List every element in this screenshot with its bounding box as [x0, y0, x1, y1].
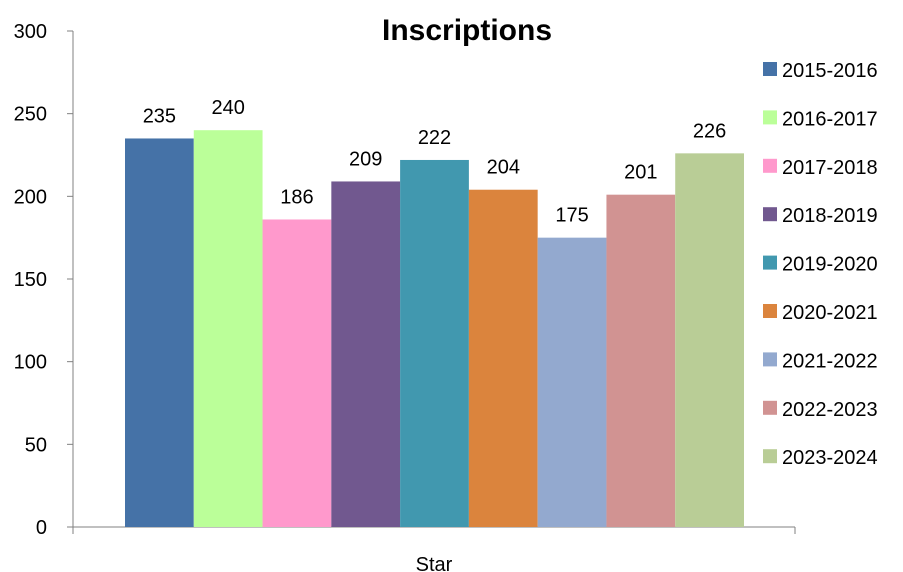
data-label-2020-2021: 204 — [487, 157, 520, 179]
legend-item: 2023-2024 — [763, 447, 878, 469]
legend-swatch — [763, 304, 777, 318]
legend-swatch — [763, 62, 777, 76]
legend-item: 2022-2023 — [763, 399, 878, 421]
y-tick-label: 100 — [14, 352, 47, 374]
bar-2018-2019 — [331, 181, 401, 527]
legend-swatch — [763, 352, 777, 367]
data-label-2021-2022: 175 — [555, 205, 588, 227]
legend-swatch — [763, 110, 777, 125]
legend-label: 2022-2023 — [782, 399, 878, 421]
legend-item: 2018-2019 — [763, 205, 878, 227]
legend-item: 2016-2017 — [763, 108, 878, 130]
y-tick-label: 150 — [14, 269, 47, 291]
legend-label: 2019-2020 — [782, 254, 878, 276]
bar-2021-2022 — [537, 237, 607, 527]
legend-swatch — [763, 158, 777, 173]
legend-label: 2017-2018 — [782, 157, 878, 179]
bar-2020-2021 — [468, 189, 538, 527]
legend-swatch — [763, 207, 777, 222]
legend-swatch — [763, 449, 777, 464]
legend-item: 2019-2020 — [763, 254, 878, 276]
data-label-2019-2020: 222 — [418, 127, 451, 149]
legend-item: 2021-2022 — [763, 350, 878, 372]
bar-2017-2018 — [262, 219, 332, 528]
bar-2022-2023 — [606, 194, 676, 527]
x-axis: Star — [72, 526, 796, 572]
legend: 2015-2016 2016-2017 2017-2018 2018-2019 2019… — [763, 60, 878, 469]
bar-2023-2024 — [675, 153, 744, 527]
legend-label: 2023-2024 — [782, 447, 878, 469]
bar-2016-2017 — [193, 130, 263, 527]
legend-swatch — [763, 255, 777, 270]
data-label-2017-2018: 186 — [280, 186, 313, 208]
legend-item: 2017-2018 — [763, 157, 878, 179]
x-category-label: Star — [416, 554, 453, 572]
legend-label: 2018-2019 — [782, 205, 878, 227]
legend-label: 2021-2022 — [782, 350, 878, 372]
legend-item: 2020-2021 — [763, 302, 878, 324]
y-tick-label: 250 — [14, 104, 47, 126]
data-label-2016-2017: 240 — [211, 97, 244, 119]
y-axis: 0 50 100 150 200 250 300 — [14, 21, 74, 539]
legend-label: 2016-2017 — [782, 108, 878, 130]
legend-label: 2015-2016 — [782, 60, 878, 82]
bar-2015-2016 — [125, 138, 194, 527]
legend-label: 2020-2021 — [782, 302, 878, 324]
y-tick-label: 300 — [14, 21, 47, 43]
legend-item: 2015-2016 — [763, 60, 878, 82]
bars — [125, 130, 744, 528]
data-labels: 235 240 186 209 222 204 175 201 226 — [143, 97, 727, 226]
legend-swatch — [763, 400, 777, 415]
y-tick-label: 0 — [36, 517, 47, 539]
data-label-2023-2024: 226 — [693, 120, 726, 142]
chart-title: Inscriptions — [382, 14, 552, 47]
data-label-2022-2023: 201 — [624, 162, 657, 184]
y-tick-label: 50 — [25, 434, 47, 456]
bar-2019-2020 — [400, 159, 469, 527]
data-label-2018-2019: 209 — [349, 148, 382, 170]
y-tick-label: 200 — [14, 186, 47, 208]
data-label-2015-2016: 235 — [143, 105, 176, 127]
